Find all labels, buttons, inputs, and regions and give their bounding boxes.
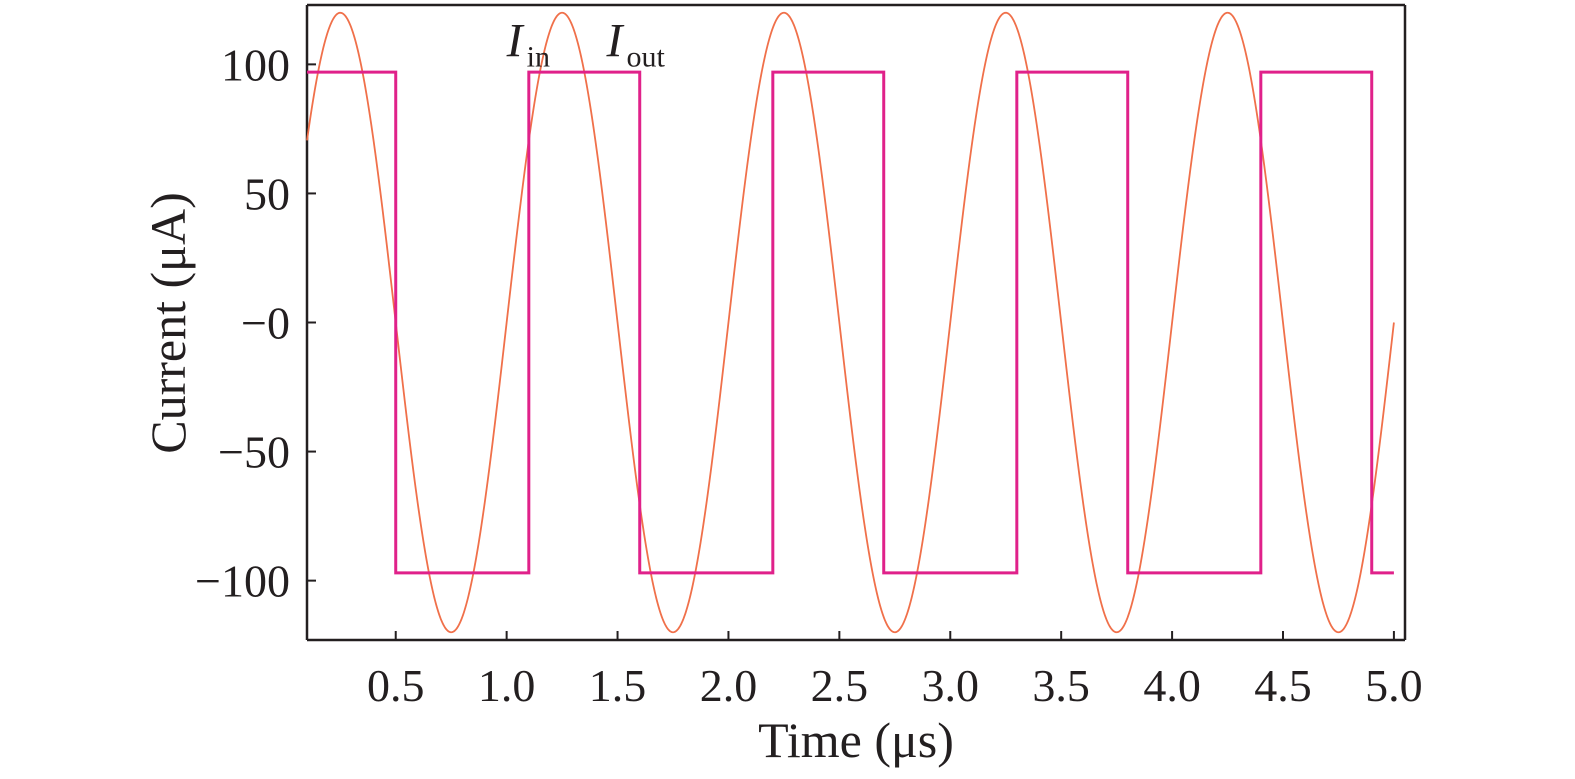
series-label-main: I: [605, 15, 624, 68]
plot-area: 0.5 1.0 1.5 2.0 2.5 3.0 3.5 4.0 4.5 5.0 100 50 −0 −5…: [195, 3, 1423, 711]
series-label-sub: in: [527, 41, 550, 74]
x-tick-label: 4.0: [1143, 660, 1201, 711]
series-label-sub: out: [626, 41, 665, 74]
x-tick-label: 1.5: [589, 660, 647, 711]
y-tick-label: −100: [195, 556, 290, 607]
x-tick-label: 2.5: [811, 660, 869, 711]
y-tick-label: 100: [221, 39, 290, 90]
x-tick-label: 3.0: [922, 660, 980, 711]
y-tick-label: 50: [244, 168, 290, 219]
x-axis-title: Time (μs): [758, 712, 954, 768]
series-layer: [306, 11, 1395, 634]
y-ticks: 100 50 −0 −50 −100: [195, 39, 316, 607]
x-tick-label: 0.5: [367, 660, 425, 711]
x-tick-label: 5.0: [1365, 660, 1423, 711]
x-tick-label: 4.5: [1254, 660, 1312, 711]
x-tick-label: 2.0: [700, 660, 758, 711]
x-ticks: 0.5 1.0 1.5 2.0 2.5 3.0 3.5 4.0 4.5 5.0: [367, 631, 1423, 711]
y-axis-title: Current (μA): [140, 192, 196, 453]
series-line-i-out: [307, 70, 1394, 575]
y-tick-label: −0: [241, 298, 290, 349]
series-label-main: I: [506, 15, 525, 68]
series-line-i-in: [306, 11, 1395, 634]
x-tick-label: 3.5: [1032, 660, 1090, 711]
y-tick-label: −50: [218, 427, 290, 478]
x-tick-label: 1.0: [478, 660, 536, 711]
